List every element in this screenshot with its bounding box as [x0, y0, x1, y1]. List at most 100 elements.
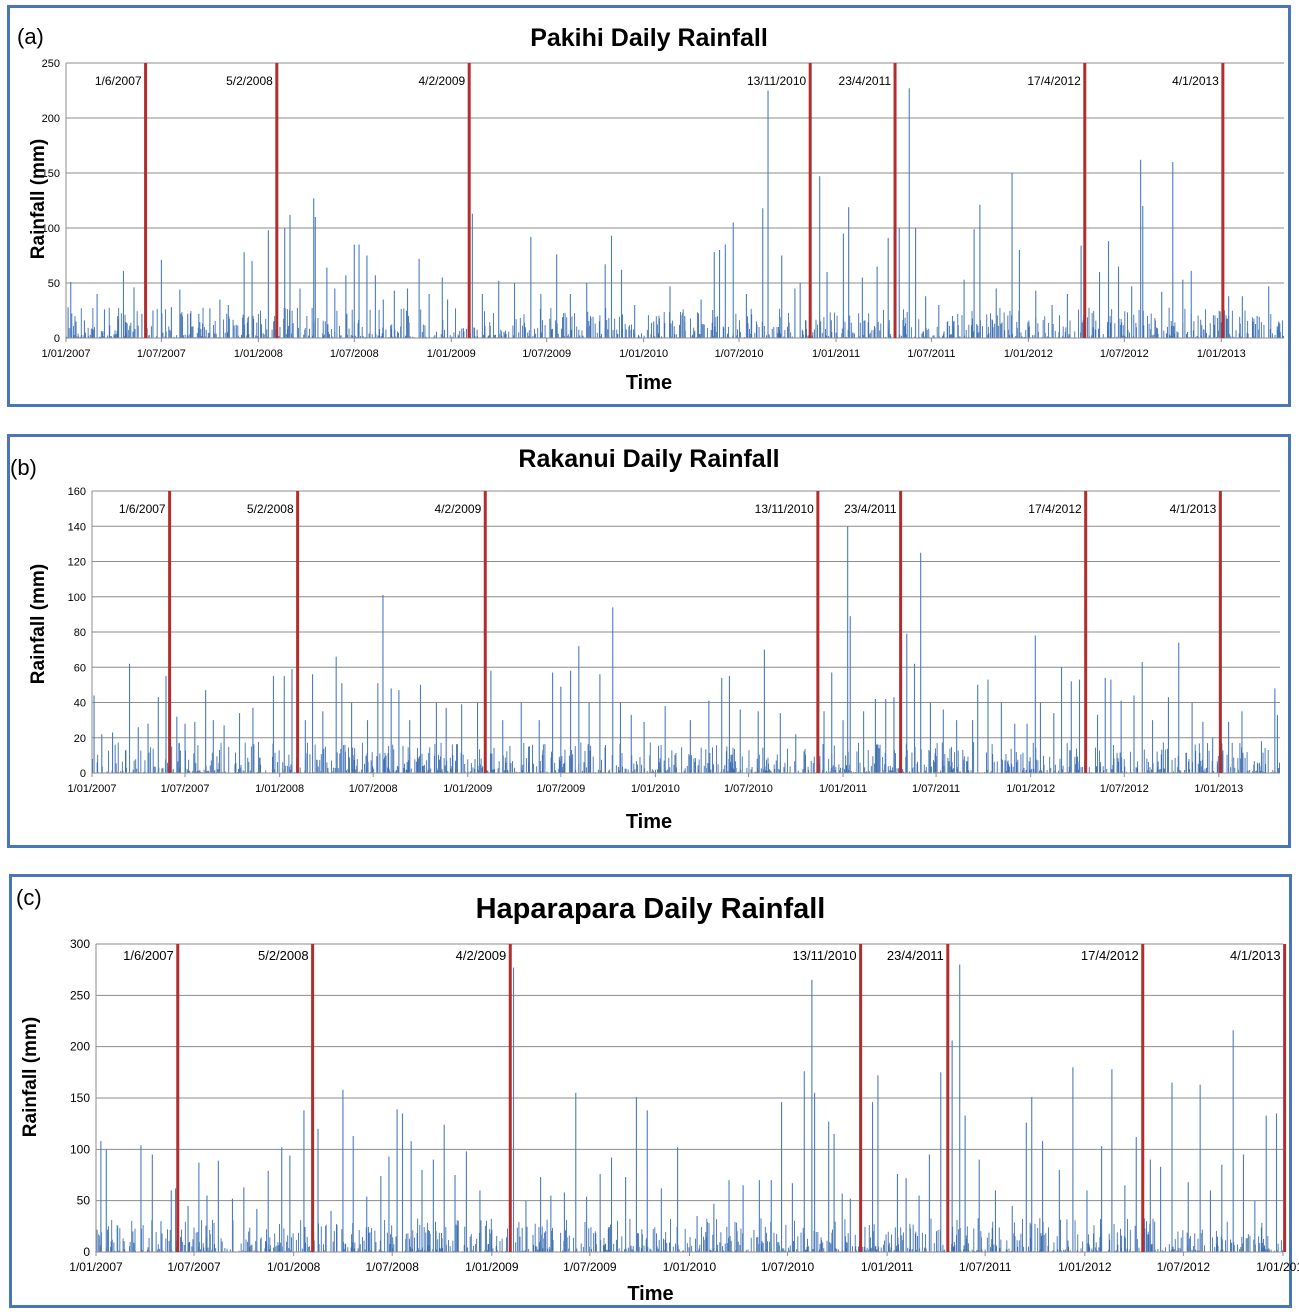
x-tick-label: 1/07/2008 — [330, 348, 379, 360]
event-label: 5/2/2008 — [247, 502, 294, 516]
y-tick-label: 0 — [54, 333, 60, 345]
x-axis-title: Time — [625, 372, 673, 394]
x-tick-label: 1/01/2007 — [42, 348, 91, 360]
x-tick-label: 1/01/2008 — [234, 348, 283, 360]
event-label: 17/4/2012 — [1028, 502, 1082, 516]
x-tick-label: 1/07/2009 — [563, 1260, 617, 1274]
x-tick-label: 1/01/2007 — [69, 1260, 123, 1274]
x-tick-label: 1/07/2011 — [959, 1260, 1012, 1274]
event-label: 4/2/2009 — [456, 948, 507, 963]
x-tick-label: 1/07/2010 — [715, 348, 764, 360]
plot-area: 0 50 100 150 200 250 1/01/2007 1/07/2007 1/01/20… — [42, 58, 1284, 360]
plot-area: 0 20 40 60 80 100 120 140 160 1/01/2007 1/07/2007 1… — [68, 486, 1280, 795]
x-tick-label: 1/01/2008 — [267, 1260, 321, 1274]
x-tick-label: 1/01/2009 — [427, 348, 476, 360]
x-tick-label: 1/01/2013 — [1197, 348, 1246, 360]
x-tick-label: 1/07/2012 — [1157, 1260, 1211, 1274]
event-label: 13/11/2010 — [747, 74, 806, 88]
event-label: 13/11/2010 — [755, 502, 814, 516]
plot-area: 0 50 100 150 200 250 300 1/01/2007 1/07/2007 1/01… — [69, 937, 1299, 1274]
x-tick-label: 1/01/2007 — [68, 783, 117, 795]
panel-label: (b) — [10, 455, 37, 480]
daily-bars-background — [92, 742, 1280, 773]
event-label: 5/2/2008 — [258, 948, 309, 963]
x-tick-label: 1/01/2012 — [1006, 783, 1055, 795]
x-axis-title: Time — [627, 1283, 674, 1305]
y-tick-label: 250 — [42, 58, 60, 70]
event-label: 1/6/2007 — [123, 948, 174, 963]
event-label: 17/4/2012 — [1027, 74, 1081, 88]
event-label: 17/4/2012 — [1081, 948, 1139, 963]
event-label: 23/4/2011 — [887, 948, 944, 963]
x-tick-label: 1/07/2009 — [522, 348, 571, 360]
y-tick-label: 140 — [68, 521, 86, 533]
y-tick-label: 20 — [74, 733, 86, 745]
chart-panel-rakanui: (b) Rakanui Daily Rainfall Rainfall (mm)… — [7, 434, 1291, 848]
x-tick-label: 1/07/2011 — [907, 348, 955, 360]
y-tick-label: 50 — [48, 278, 60, 290]
event-label: 23/4/2011 — [839, 74, 892, 88]
y-tick-label: 200 — [70, 1040, 90, 1054]
event-label: 23/4/2011 — [844, 502, 897, 516]
x-tick-label: 1/01/2010 — [619, 348, 668, 360]
y-tick-label: 160 — [68, 486, 86, 498]
chart-title: Haparapara Daily Rainfall — [475, 893, 826, 925]
y-tick-label: 40 — [74, 698, 86, 710]
x-tick-label: 1/07/2007 — [167, 1260, 221, 1274]
event-label: 5/2/2008 — [226, 74, 273, 88]
event-label: 4/1/2013 — [1230, 948, 1281, 963]
chart-title: Pakihi Daily Rainfall — [530, 24, 768, 52]
panel-label: (c) — [16, 885, 42, 910]
chart-panel-haparapara: (c) Haparapara Daily Rainfall Rainfall (… — [9, 874, 1299, 1308]
event-label: 4/2/2009 — [418, 74, 465, 88]
y-tick-label: 100 — [42, 223, 60, 235]
x-tick-label: 1/01/2012 — [1004, 348, 1053, 360]
y-tick-label: 200 — [42, 113, 60, 125]
x-tick-label: 1/01/2011 — [819, 783, 867, 795]
y-tick-label: 120 — [68, 557, 86, 569]
x-tick-label: 1/07/2007 — [161, 783, 210, 795]
y-tick-label: 150 — [70, 1091, 90, 1105]
y-tick-label: 100 — [70, 1142, 90, 1156]
event-label: 4/2/2009 — [435, 502, 482, 516]
x-tick-label: 1/01/2009 — [443, 783, 492, 795]
y-tick-label: 0 — [83, 1245, 90, 1259]
x-tick-label: 1/01/2013 — [1194, 783, 1243, 795]
event-label: 1/6/2007 — [119, 502, 166, 516]
y-tick-label: 300 — [70, 937, 90, 951]
x-tick-label: 1/01/2010 — [631, 783, 680, 795]
y-tick-label: 100 — [68, 592, 86, 604]
x-tick-label: 1/01/2012 — [1058, 1260, 1112, 1274]
daily-bars-background — [96, 1218, 1283, 1252]
event-label: 4/1/2013 — [1172, 74, 1219, 88]
x-tick-label: 1/07/2008 — [349, 783, 398, 795]
y-tick-label: 250 — [70, 988, 90, 1002]
x-tick-label: 1/01/2013 — [1256, 1260, 1299, 1274]
x-tick-label: 1/07/2011 — [912, 783, 960, 795]
x-tick-label: 1/01/2011 — [812, 348, 860, 360]
x-axis-title: Time — [625, 811, 673, 833]
x-tick-label: 1/07/2012 — [1100, 783, 1149, 795]
y-tick-label: 150 — [42, 168, 60, 180]
daily-bars-background — [65, 307, 1284, 338]
chart-title: Rakanui Daily Rainfall — [518, 445, 780, 473]
x-tick-label: 1/07/2012 — [1100, 348, 1149, 360]
y-tick-label: 80 — [74, 627, 86, 639]
chart-panel-pakihi: (a) Pakihi Daily Rainfall Rainfall (mm) … — [7, 5, 1291, 407]
x-tick-label: 1/07/2010 — [761, 1260, 815, 1274]
event-label: 1/6/2007 — [95, 74, 142, 88]
x-tick-label: 1/01/2009 — [465, 1260, 519, 1274]
panel-label: (a) — [17, 24, 44, 49]
x-tick-label: 1/01/2008 — [255, 783, 304, 795]
x-tick-label: 1/01/2011 — [861, 1260, 914, 1274]
y-tick-label: 0 — [80, 768, 86, 780]
x-tick-label: 1/07/2008 — [366, 1260, 420, 1274]
x-tick-label: 1/07/2007 — [137, 348, 186, 360]
event-label: 4/1/2013 — [1170, 502, 1217, 516]
x-tick-label: 1/07/2010 — [724, 783, 773, 795]
y-tick-label: 60 — [74, 662, 86, 674]
x-tick-label: 1/01/2010 — [663, 1260, 717, 1274]
x-tick-label: 1/07/2009 — [536, 783, 585, 795]
event-label: 13/11/2010 — [793, 948, 857, 963]
y-tick-label: 50 — [77, 1194, 91, 1208]
